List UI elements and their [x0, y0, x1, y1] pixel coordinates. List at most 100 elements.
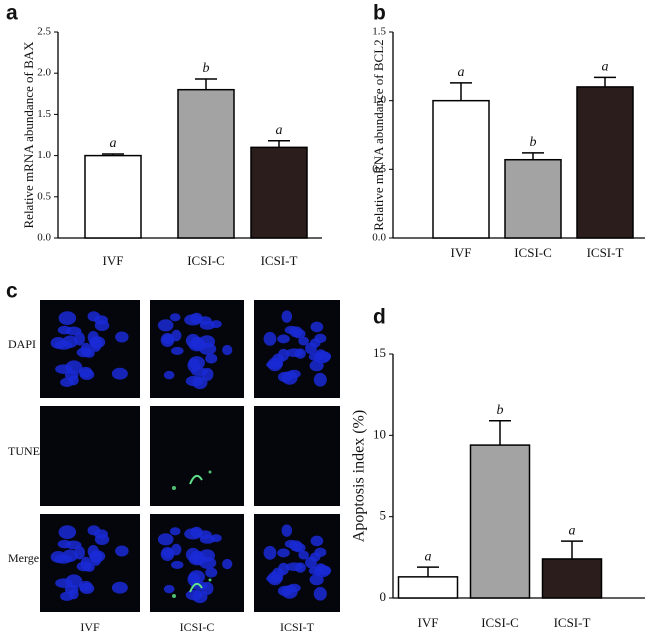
- significance-letter: a: [602, 60, 609, 75]
- nucleus: [192, 376, 208, 390]
- nucleus: [287, 583, 301, 593]
- nucleus: [184, 314, 202, 326]
- y-tick-label: 15: [373, 345, 386, 360]
- nucleus: [310, 321, 324, 333]
- nucleus: [55, 578, 73, 588]
- nucleus: [298, 550, 309, 560]
- bar: [177, 88, 235, 239]
- nucleus: [76, 347, 93, 358]
- nucleus: [163, 370, 175, 380]
- nucleus: [281, 310, 293, 323]
- nucleus: [278, 562, 290, 575]
- nucleus: [87, 525, 101, 536]
- nucleus: [115, 331, 129, 343]
- nucleus: [62, 335, 78, 348]
- nucleus: [188, 338, 206, 352]
- nucleus: [50, 337, 67, 349]
- nucleus: [292, 329, 306, 339]
- nucleus: [68, 589, 79, 600]
- nucleus: [65, 326, 82, 336]
- y-tick-label: 1.5: [372, 26, 386, 38]
- nucleus: [188, 356, 205, 370]
- bar: [84, 154, 142, 239]
- x-tick-label: ICSI-C: [187, 253, 225, 268]
- bar: [541, 558, 603, 599]
- panel-label: c: [6, 280, 18, 303]
- tunel-signal: [189, 582, 203, 593]
- x-tick-label: ICSI-T: [554, 615, 591, 630]
- y-tick-label: 0.5: [372, 163, 386, 175]
- nucleus: [313, 586, 327, 601]
- micrograph: [254, 406, 340, 506]
- nucleus: [115, 545, 129, 557]
- tunel-speck: [208, 578, 212, 582]
- y-tick-label: 1.5: [37, 108, 51, 120]
- nucleus: [169, 313, 181, 322]
- y-tick-label: 0: [380, 589, 387, 604]
- panel-label: a: [6, 2, 18, 25]
- nucleus: [94, 320, 110, 331]
- panel-label: b: [373, 2, 386, 25]
- y-tick-label: 1.0: [37, 149, 51, 161]
- nucleus: [263, 545, 277, 560]
- nucleus: [205, 567, 218, 578]
- significance-letter: b: [203, 61, 210, 76]
- nucleus: [222, 344, 233, 356]
- y-tick-label: 2.0: [37, 67, 51, 79]
- nucleus: [76, 561, 93, 572]
- row-label: Merge: [8, 551, 39, 565]
- nucleus: [65, 540, 82, 550]
- x-tick-label: ICSI-T: [261, 253, 298, 268]
- nucleus: [87, 311, 101, 322]
- nucleus: [278, 348, 290, 361]
- significance-letter: a: [110, 136, 117, 151]
- bar: [576, 86, 634, 239]
- bar: [432, 99, 490, 239]
- nucleus: [310, 535, 324, 547]
- nucleus: [199, 320, 216, 330]
- nucleus: [90, 551, 102, 566]
- nucleus: [294, 348, 306, 359]
- nucleus: [277, 548, 290, 558]
- x-tick-label: ICSI-T: [587, 245, 624, 260]
- nucleus: [309, 574, 324, 586]
- y-tick-label: 2.5: [37, 26, 51, 38]
- nucleus: [298, 336, 309, 346]
- significance-letter: a: [276, 123, 283, 138]
- nucleus: [163, 584, 175, 594]
- nucleus: [308, 566, 324, 575]
- nucleus: [68, 375, 79, 386]
- nucleus: [277, 334, 290, 344]
- nucleus: [79, 369, 95, 380]
- nucleus: [90, 337, 102, 352]
- tunel-signal: [189, 474, 203, 485]
- nucleus: [171, 346, 184, 355]
- nucleus: [188, 570, 205, 584]
- micrograph: [40, 406, 140, 506]
- nucleus: [267, 357, 283, 372]
- bar: [504, 158, 562, 239]
- nucleus: [58, 311, 77, 326]
- tunel-speck: [172, 486, 176, 490]
- significance-letter: b: [530, 135, 537, 150]
- column-label: ICSI-T: [280, 620, 315, 634]
- y-tick-label: 10: [373, 426, 386, 441]
- nucleus: [111, 367, 128, 380]
- panel-label: d: [373, 306, 386, 329]
- nucleus: [192, 590, 208, 604]
- y-tick-label: 1.0: [372, 94, 386, 106]
- tunel-speck: [208, 470, 212, 474]
- tunel-speck: [172, 594, 176, 598]
- bar: [250, 146, 308, 239]
- significance-letter: a: [569, 523, 576, 538]
- nucleus: [171, 560, 184, 569]
- nucleus: [94, 534, 110, 545]
- nucleus: [160, 333, 175, 347]
- significance-letter: a: [425, 549, 432, 564]
- nucleus: [188, 552, 206, 566]
- nucleus: [184, 528, 202, 540]
- y-tick-label: 0.0: [372, 232, 386, 244]
- nucleus: [222, 558, 233, 570]
- nucleus: [281, 524, 293, 537]
